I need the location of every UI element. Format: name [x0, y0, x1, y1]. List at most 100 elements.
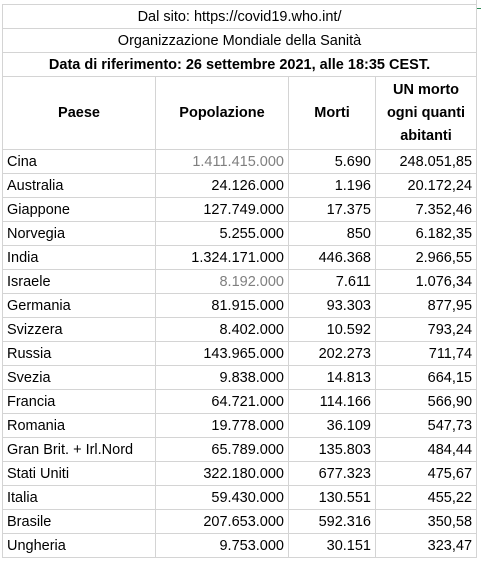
table-row: Francia 64.721.000 114.166 566,90 [2, 389, 478, 414]
deaths-cell[interactable]: 93.303 [288, 293, 376, 318]
organization-cell[interactable]: Organizzazione Mondiale della Sanità [1, 28, 478, 53]
table-row: India 1.324.171.000 446.368 2.966,55 [2, 245, 478, 270]
population-cell[interactable]: 9.753.000 [155, 533, 289, 558]
table-row: Germania 81.915.000 93.303 877,95 [2, 293, 478, 318]
country-cell[interactable]: Giappone [2, 197, 156, 222]
country-cell[interactable]: Ungheria [2, 533, 156, 558]
table-row: Australia 24.126.000 1.196 20.172,24 [2, 173, 478, 198]
table-row: Norvegia 5.255.000 850 6.182,35 [2, 221, 478, 246]
deaths-cell[interactable]: 30.151 [288, 533, 376, 558]
country-cell[interactable]: Svezia [2, 365, 156, 390]
source-row: Dal sito: https://covid19.who.int/ [1, 4, 478, 29]
table-row: Israele 8.192.000 7.611 1.076,34 [2, 269, 478, 294]
country-cell[interactable]: Israele [2, 269, 156, 294]
deaths-cell[interactable]: 14.813 [288, 365, 376, 390]
deaths-cell[interactable]: 850 [288, 221, 376, 246]
country-cell[interactable]: Cina [2, 149, 156, 174]
deaths-cell[interactable]: 592.316 [288, 509, 376, 534]
table-row: Romania 19.778.000 36.109 547,73 [2, 413, 478, 438]
population-cell[interactable]: 59.430.000 [155, 485, 289, 510]
table-row: Cina 1.411.415.000 5.690 248.051,85 [2, 149, 478, 174]
country-cell[interactable]: Francia [2, 389, 156, 414]
table-row: Russia 143.965.000 202.273 711,74 [2, 341, 478, 366]
header-ratio[interactable]: UN morto ogni quanti abitanti [374, 76, 478, 150]
ratio-cell[interactable]: 6.182,35 [374, 221, 478, 246]
ratio-cell[interactable]: 877,95 [374, 293, 478, 318]
country-cell[interactable]: Italia [2, 485, 156, 510]
organization-row: Organizzazione Mondiale della Sanità [1, 28, 478, 53]
ratio-cell[interactable]: 484,44 [374, 437, 478, 462]
population-cell[interactable]: 65.789.000 [155, 437, 289, 462]
header-deaths[interactable]: Morti [288, 76, 376, 150]
deaths-cell[interactable]: 10.592 [288, 317, 376, 342]
deaths-cell[interactable]: 677.323 [288, 461, 376, 486]
table-row: Stati Uniti 322.180.000 677.323 475,67 [2, 461, 478, 486]
country-cell[interactable]: India [2, 245, 156, 270]
population-cell[interactable]: 81.915.000 [155, 293, 289, 318]
ratio-cell[interactable]: 547,73 [374, 413, 478, 438]
source-cell[interactable]: Dal sito: https://covid19.who.int/ [1, 4, 478, 29]
ratio-cell[interactable]: 7.352,46 [374, 197, 478, 222]
deaths-cell[interactable]: 7.611 [288, 269, 376, 294]
ratio-cell[interactable]: 566,90 [374, 389, 478, 414]
population-cell[interactable]: 9.838.000 [155, 365, 289, 390]
ratio-cell[interactable]: 350,58 [374, 509, 478, 534]
population-cell[interactable]: 127.749.000 [155, 197, 289, 222]
country-cell[interactable]: Romania [2, 413, 156, 438]
population-cell[interactable]: 207.653.000 [155, 509, 289, 534]
ratio-cell[interactable]: 793,24 [374, 317, 478, 342]
country-cell[interactable]: Russia [2, 341, 156, 366]
deaths-cell[interactable]: 5.690 [288, 149, 376, 174]
deaths-cell[interactable]: 446.368 [288, 245, 376, 270]
ratio-cell[interactable]: 711,74 [374, 341, 478, 366]
country-cell[interactable]: Norvegia [2, 221, 156, 246]
table-row: Giappone 127.749.000 17.375 7.352,46 [2, 197, 478, 222]
deaths-cell[interactable]: 36.109 [288, 413, 376, 438]
population-cell[interactable]: 8.192.000 [155, 269, 289, 294]
population-cell[interactable]: 322.180.000 [155, 461, 289, 486]
population-cell[interactable]: 8.402.000 [155, 317, 289, 342]
deaths-cell[interactable]: 202.273 [288, 341, 376, 366]
header-ratio-line3: abitanti [400, 127, 452, 144]
deaths-cell[interactable]: 130.551 [288, 485, 376, 510]
table-row: Ungheria 9.753.000 30.151 323,47 [2, 533, 478, 558]
country-cell[interactable]: Australia [2, 173, 156, 198]
deaths-cell[interactable]: 114.166 [288, 389, 376, 414]
header-country[interactable]: Paese [2, 76, 156, 150]
header-population[interactable]: Popolazione [155, 76, 289, 150]
reference-date-cell[interactable]: Data di riferimento: 26 settembre 2021, … [1, 52, 478, 77]
country-cell[interactable]: Svizzera [2, 317, 156, 342]
ratio-cell[interactable]: 475,67 [374, 461, 478, 486]
population-cell[interactable]: 1.411.415.000 [155, 149, 289, 174]
country-cell[interactable]: Germania [2, 293, 156, 318]
country-cell[interactable]: Stati Uniti [2, 461, 156, 486]
deaths-cell[interactable]: 17.375 [288, 197, 376, 222]
population-cell[interactable]: 24.126.000 [155, 173, 289, 198]
ratio-cell[interactable]: 2.966,55 [374, 245, 478, 270]
country-cell[interactable]: Gran Brit. + Irl.Nord [2, 437, 156, 462]
cell-fill-handle [476, 0, 481, 22]
population-cell[interactable]: 143.965.000 [155, 341, 289, 366]
header-ratio-line2: ogni quanti [386, 104, 466, 121]
population-cell[interactable]: 1.324.171.000 [155, 245, 289, 270]
table-row: Svezia 9.838.000 14.813 664,15 [2, 365, 478, 390]
ratio-cell[interactable]: 664,15 [374, 365, 478, 390]
ratio-cell[interactable]: 455,22 [374, 485, 478, 510]
table-row: Gran Brit. + Irl.Nord 65.789.000 135.803 48… [2, 437, 478, 462]
deaths-cell[interactable]: 135.803 [288, 437, 376, 462]
ratio-cell[interactable]: 323,47 [374, 533, 478, 558]
ratio-cell[interactable]: 20.172,24 [374, 173, 478, 198]
country-cell[interactable]: Brasile [2, 509, 156, 534]
population-cell[interactable]: 64.721.000 [155, 389, 289, 414]
table-row: Brasile 207.653.000 592.316 350,58 [2, 509, 478, 534]
reference-date-row: Data di riferimento: 26 settembre 2021, … [1, 52, 478, 77]
deaths-cell[interactable]: 1.196 [288, 173, 376, 198]
table-row: Svizzera 8.402.000 10.592 793,24 [2, 317, 478, 342]
population-cell[interactable]: 5.255.000 [155, 221, 289, 246]
ratio-cell[interactable]: 1.076,34 [374, 269, 478, 294]
covid-deaths-table: Dal sito: https://covid19.who.int/ Organ… [1, 4, 478, 558]
column-header-row: Paese Popolazione Morti UN morto ogni qua… [2, 76, 478, 150]
population-cell[interactable]: 19.778.000 [155, 413, 289, 438]
ratio-cell[interactable]: 248.051,85 [374, 149, 478, 174]
